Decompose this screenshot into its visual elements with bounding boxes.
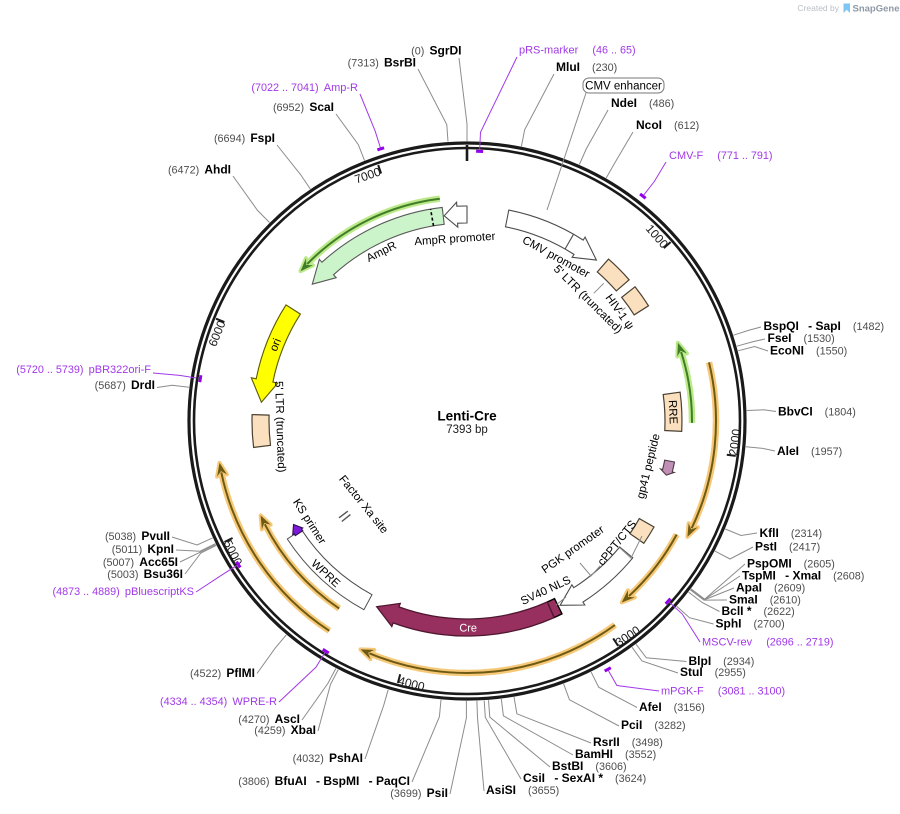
svg-text:NcoI (612): NcoI (612) xyxy=(636,118,699,132)
svg-text:StuI (2955): StuI (2955) xyxy=(680,665,746,679)
svg-text:AsiSI (3655): AsiSI (3655) xyxy=(486,783,559,797)
svg-text:SmaI (2610): SmaI (2610) xyxy=(729,593,801,607)
svg-text:(5038) PvuII: (5038) PvuII xyxy=(105,529,170,543)
svg-text:FseI (1530): FseI (1530) xyxy=(768,331,835,345)
svg-text:(4259) XbaI: (4259) XbaI xyxy=(254,723,316,737)
svg-text:AleI (1957): AleI (1957) xyxy=(777,444,842,458)
svg-text:PspOMI (2605): PspOMI (2605) xyxy=(747,557,835,571)
svg-text:SnapGene: SnapGene xyxy=(853,4,900,15)
svg-text:BspQI - SapI (1482): BspQI - SapI (1482) xyxy=(764,319,885,333)
svg-text:2000: 2000 xyxy=(726,428,743,457)
svg-text:(6694) FspI: (6694) FspI xyxy=(214,131,275,145)
svg-text:(4334 .. 4354) WPRE-R: (4334 .. 4354) WPRE-R xyxy=(160,696,277,708)
svg-text:(5003) Bsu36I: (5003) Bsu36I xyxy=(107,567,183,581)
svg-text:PciI (3282): PciI (3282) xyxy=(621,718,686,732)
svg-text:(7022 .. 7041) Amp-R: (7022 .. 7041) Amp-R xyxy=(251,82,358,94)
svg-text:(6472) AhdI: (6472) AhdI xyxy=(168,163,231,177)
svg-text:(3806) BfuAI - BspMI - PaqC: (3806) BfuAI - BspMI - PaqCI xyxy=(238,774,410,788)
svg-text:RsrII (3498): RsrII (3498) xyxy=(593,735,663,749)
svg-text:EcoNI (1550): EcoNI (1550) xyxy=(770,344,847,358)
svg-text:SphI (2700): SphI (2700) xyxy=(716,617,785,631)
svg-text:(5007) Acc65I: (5007) Acc65I xyxy=(103,555,178,569)
svg-text:(4522) PflMI: (4522) PflMI xyxy=(190,666,255,680)
svg-text:BamHI (3552): BamHI (3552) xyxy=(575,747,656,761)
svg-text:(5011) KpnI: (5011) KpnI xyxy=(112,542,174,556)
svg-text:mPGK-F (3081 .. 3100): mPGK-F (3081 .. 3100) xyxy=(661,686,785,698)
svg-text:KflI (2314): KflI (2314) xyxy=(760,526,823,540)
svg-text:(3699) PsiI: (3699) PsiI xyxy=(390,786,448,800)
svg-text:BlpI (2934): BlpI (2934) xyxy=(689,654,755,668)
svg-text:(6952) ScaI: (6952) ScaI xyxy=(273,100,334,114)
svg-text:pRS-marker (46 .. 65): pRS-marker (46 .. 65) xyxy=(519,45,636,57)
svg-text:BbvCI (1804): BbvCI (1804) xyxy=(778,405,856,419)
svg-text:PstI (2417): PstI (2417) xyxy=(755,540,820,554)
svg-text:(7313) BsrBI: (7313) BsrBI xyxy=(348,56,416,70)
svg-text:BclI * (2622): BclI * (2622) xyxy=(722,604,795,618)
svg-text:BstBI (3606): BstBI (3606) xyxy=(552,759,627,773)
svg-text:(5687) DrdI: (5687) DrdI xyxy=(95,378,155,392)
svg-text:(0) SgrDI: (0) SgrDI xyxy=(411,44,461,58)
svg-text:CsiI - SexAI * (3624): CsiI - SexAI * (3624) xyxy=(523,771,646,785)
svg-text:7393 bp: 7393 bp xyxy=(446,424,488,436)
svg-text:4000: 4000 xyxy=(397,674,427,694)
svg-text:(4873 .. 4889) pBluescriptKS: (4873 .. 4889) pBluescriptKS xyxy=(53,586,194,598)
svg-text:5' LTR (truncated): 5' LTR (truncated) xyxy=(272,381,287,473)
svg-text:MluI (230): MluI (230) xyxy=(556,60,617,74)
svg-text:MSCV-rev (2696 .. 2719): MSCV-rev (2696 .. 2719) xyxy=(702,637,833,649)
svg-text:CMV-F (771 .. 791): CMV-F (771 .. 791) xyxy=(669,150,773,162)
svg-text:AfeI (3156): AfeI (3156) xyxy=(639,700,705,714)
svg-text:NdeI (486): NdeI (486) xyxy=(611,96,674,110)
svg-text:(5720 .. 5739) pBR322ori-F: (5720 .. 5739) pBR322ori-F xyxy=(16,364,151,376)
svg-text:(4270) AscI: (4270) AscI xyxy=(238,712,300,726)
svg-text:ApaI (2609): ApaI (2609) xyxy=(736,581,805,595)
svg-text:Created by: Created by xyxy=(797,3,839,13)
svg-text:Cre: Cre xyxy=(459,622,477,634)
svg-text:(4032) PshAI: (4032) PshAI xyxy=(293,751,363,765)
svg-text:ori: ori xyxy=(268,337,284,353)
svg-text:CMV enhancer: CMV enhancer xyxy=(585,81,662,93)
svg-text:TspMI - XmaI (2608): TspMI - XmaI (2608) xyxy=(742,569,864,583)
svg-text:Lenti-Cre: Lenti-Cre xyxy=(437,409,497,424)
svg-text:AmpR promoter: AmpR promoter xyxy=(414,231,496,248)
svg-text:RRE: RRE xyxy=(666,400,679,425)
